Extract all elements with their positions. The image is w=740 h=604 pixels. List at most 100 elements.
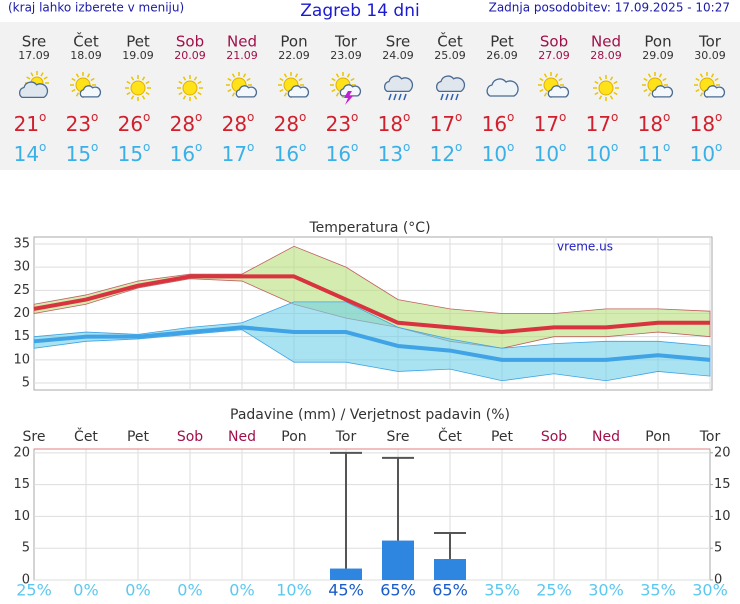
day-name: Sob bbox=[176, 33, 204, 51]
sun-ray bbox=[227, 77, 232, 82]
cloud bbox=[235, 85, 258, 98]
sun-ray bbox=[182, 95, 187, 100]
day-name: Tor bbox=[334, 33, 358, 51]
sun-ray bbox=[141, 76, 146, 81]
day-date: 18.09 bbox=[70, 49, 102, 62]
sun-ray bbox=[197, 80, 202, 85]
temp-line bbox=[33, 274, 710, 335]
sun-ray bbox=[710, 73, 715, 78]
sun-ray bbox=[658, 73, 663, 78]
temp-value: 15 bbox=[118, 142, 143, 166]
temp-value: 23 bbox=[66, 112, 91, 136]
weather-icon bbox=[70, 72, 102, 98]
degree: o bbox=[715, 140, 722, 154]
sun-ray bbox=[643, 88, 648, 93]
rain-drop bbox=[393, 93, 397, 101]
temp-min: 16o bbox=[326, 140, 359, 166]
x-tick-label: Sob bbox=[541, 429, 567, 445]
x-tick-label: Čet bbox=[438, 427, 462, 445]
cloud bbox=[486, 78, 519, 97]
x-tick-label: Tor bbox=[699, 429, 721, 445]
temp-min: 13o bbox=[378, 140, 411, 166]
day-name: Ned bbox=[591, 33, 621, 51]
temp-min: 12o bbox=[430, 140, 463, 166]
probability-label: 35% bbox=[484, 581, 520, 600]
temp-max: 23o bbox=[66, 110, 99, 136]
x-tick-label: Sre bbox=[23, 429, 46, 445]
rain-drop bbox=[403, 93, 407, 101]
y-tick-label: 5 bbox=[22, 376, 30, 391]
sun-ray bbox=[279, 88, 284, 93]
day-name: Sre bbox=[22, 33, 47, 51]
sun-ray bbox=[43, 76, 48, 80]
probability-label: 45% bbox=[328, 581, 364, 600]
y2-tick-label: 20 bbox=[714, 445, 731, 460]
degree: o bbox=[91, 110, 98, 124]
probability-label: 35% bbox=[640, 581, 676, 600]
weather-icon bbox=[593, 75, 619, 101]
degree: o bbox=[143, 110, 150, 124]
sun-ray bbox=[231, 92, 236, 97]
degree: o bbox=[143, 140, 150, 154]
temp-max: 18o bbox=[690, 110, 723, 136]
temp-value: 16 bbox=[482, 112, 507, 136]
sun-ray bbox=[75, 92, 80, 97]
temp-value: 16 bbox=[326, 142, 351, 166]
probability-label: 0% bbox=[125, 581, 150, 600]
temp-value: 28 bbox=[222, 112, 247, 136]
degree: o bbox=[39, 140, 46, 154]
bar bbox=[382, 540, 414, 580]
sun-ray bbox=[558, 77, 563, 82]
degree: o bbox=[455, 110, 462, 124]
y-tick-label: 5 bbox=[22, 541, 30, 556]
sun-ray bbox=[594, 80, 599, 85]
cloud bbox=[383, 75, 414, 93]
y-tick-label: 30 bbox=[13, 260, 30, 275]
y-tick-label: 0 bbox=[22, 573, 30, 588]
day-name: Pon bbox=[644, 33, 671, 51]
day-date: 27.09 bbox=[538, 49, 570, 62]
sun-ray bbox=[714, 77, 719, 82]
temp-value: 10 bbox=[534, 142, 559, 166]
sun-ray bbox=[609, 76, 614, 81]
sun-ray bbox=[145, 91, 150, 96]
sun-ray bbox=[543, 73, 548, 78]
sun-ray bbox=[130, 95, 135, 100]
x-tick-label: Sob bbox=[177, 429, 203, 445]
error-bar bbox=[330, 451, 362, 569]
y-tick-label: 10 bbox=[13, 509, 30, 524]
degree: o bbox=[611, 140, 618, 154]
sun-ray bbox=[598, 95, 603, 100]
sun bbox=[598, 80, 614, 96]
degree: o bbox=[403, 110, 410, 124]
temp-value: 26 bbox=[118, 112, 143, 136]
sun-ray bbox=[231, 73, 236, 78]
degree: o bbox=[559, 110, 566, 124]
sun-ray bbox=[695, 88, 700, 93]
temp-value: 28 bbox=[274, 112, 299, 136]
temp-min: 17o bbox=[222, 140, 255, 166]
sun-ray bbox=[647, 73, 652, 78]
day-date: 26.09 bbox=[486, 49, 518, 62]
degree: o bbox=[299, 140, 306, 154]
y-tick-label: 35 bbox=[13, 236, 30, 251]
sun-ray bbox=[594, 91, 599, 96]
y2-tick-label: 0 bbox=[714, 573, 722, 588]
sun-ray bbox=[75, 73, 80, 78]
degree: o bbox=[507, 140, 514, 154]
degree: o bbox=[715, 110, 722, 124]
weather-icon bbox=[435, 75, 466, 101]
x-tick-label: Sre bbox=[387, 429, 410, 445]
temp-value: 18 bbox=[378, 112, 403, 136]
x-tick-label: Pon bbox=[645, 429, 670, 445]
sun-ray bbox=[609, 95, 614, 100]
day-date: 24.09 bbox=[382, 49, 414, 62]
error-bar bbox=[434, 531, 466, 560]
day-name: Sob bbox=[540, 33, 568, 51]
y2-tick-label: 15 bbox=[714, 477, 731, 492]
sun-ray bbox=[643, 77, 648, 82]
temp-line bbox=[33, 325, 711, 362]
temp-min: 16o bbox=[170, 140, 203, 166]
plot-area bbox=[33, 448, 711, 581]
rain-drop bbox=[455, 93, 459, 101]
